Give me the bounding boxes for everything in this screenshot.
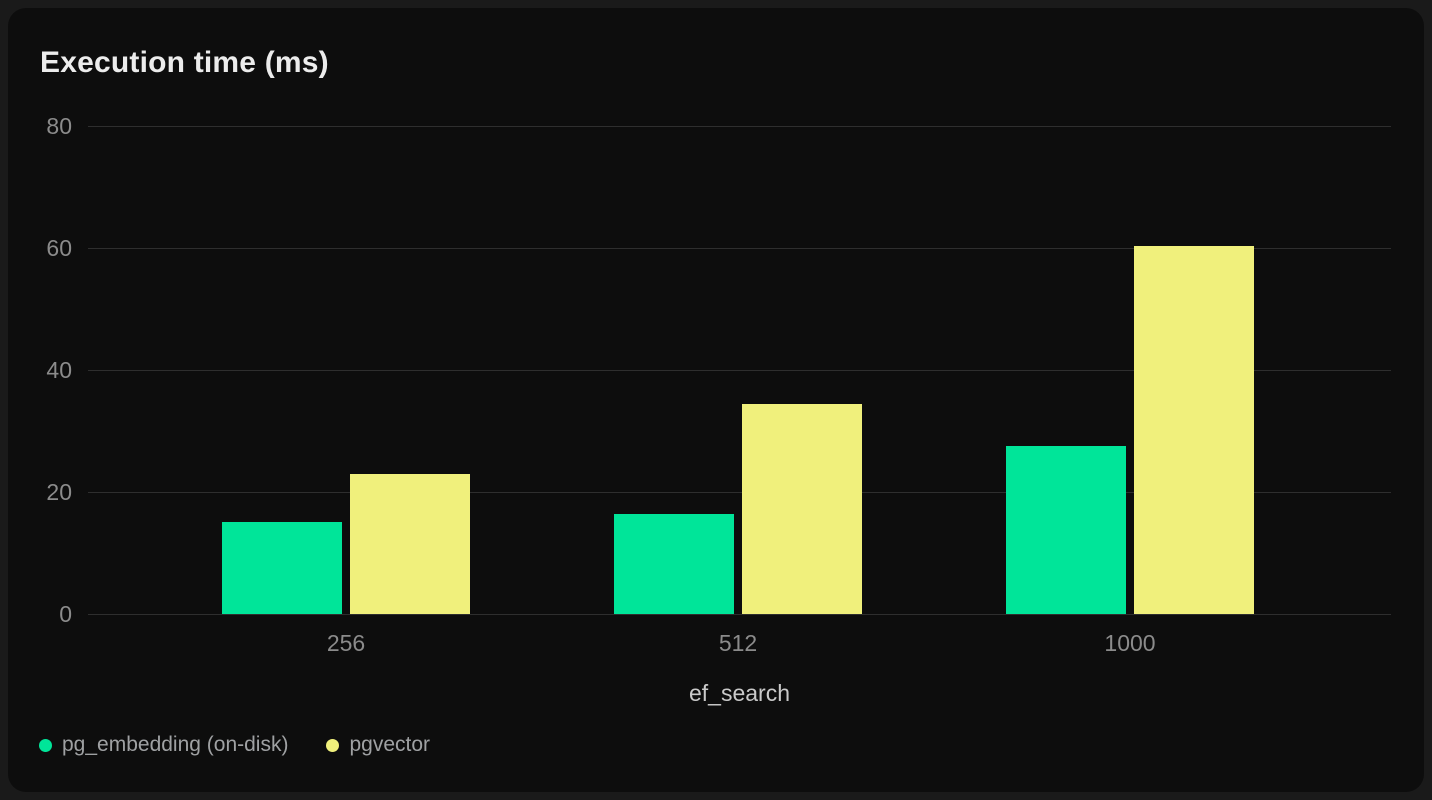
x-tick-label: 512	[718, 630, 758, 656]
y-tick-label: 80	[46, 113, 72, 139]
legend-dot-icon	[326, 738, 340, 752]
y-tick-label: 60	[46, 235, 72, 261]
chart-title: Execution time (ms)	[40, 46, 329, 79]
gridline-y-40	[88, 370, 1391, 371]
x-tick-label: 256	[326, 630, 366, 656]
legend-item-0[interactable]: pg_embedding (on-disk)	[39, 733, 288, 757]
gridline-y-20	[88, 492, 1391, 493]
bar-1000-series-0	[1006, 446, 1126, 614]
y-tick-label: 20	[46, 479, 72, 505]
bar-512-series-1	[742, 403, 862, 614]
x-axis-label: ef_search	[688, 680, 790, 706]
bar-1000-series-1	[1134, 245, 1254, 614]
legend: pg_embedding (on-disk) pgvector	[39, 731, 430, 759]
legend-label: pgvector	[349, 733, 431, 756]
y-tick-label: 40	[46, 357, 72, 383]
gridline-y-0	[88, 614, 1391, 615]
legend-dot-icon	[39, 738, 52, 752]
legend-label: pg_embedding (on-disk)	[62, 733, 289, 756]
bar-256-series-1	[350, 473, 470, 614]
legend-item-1[interactable]: pgvector	[326, 733, 430, 757]
gridline-y-60	[88, 248, 1391, 249]
bar-512-series-0	[614, 513, 734, 614]
plot-area: 0 20 40 60 80 256 512 1000	[8, 8, 1424, 792]
chart-card: Execution time (ms) 0 20 40 60 80 256 512 1000 …	[8, 8, 1424, 792]
y-tick-label: 0	[59, 601, 72, 627]
x-tick-label: 1000	[1104, 630, 1156, 656]
gridline-y-80	[88, 126, 1391, 127]
bar-256-series-0	[222, 521, 342, 614]
